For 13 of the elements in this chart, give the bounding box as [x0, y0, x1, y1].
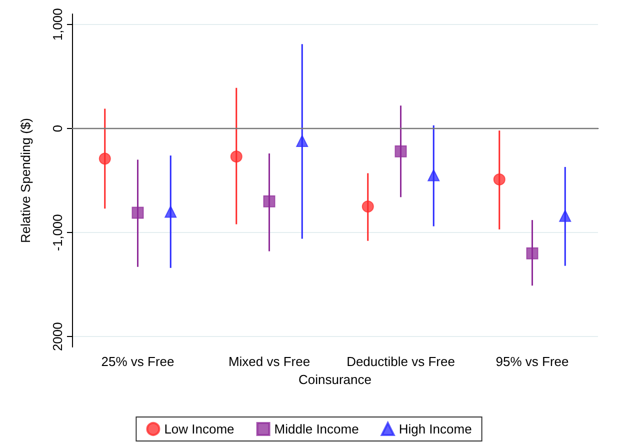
- x-tick-label: 25% vs Free: [101, 354, 174, 369]
- x-tick-label: 95% vs Free: [496, 354, 569, 369]
- y-tick-label: 0: [50, 124, 65, 132]
- x-tick-label: Mixed vs Free: [228, 354, 310, 369]
- y-axis-title: Relative Spending ($): [18, 118, 33, 244]
- legend-label: Middle Income: [274, 422, 359, 436]
- y-tick-label: 2000: [50, 322, 65, 352]
- legend-label: Low Income: [164, 422, 234, 436]
- legend-label: High Income: [398, 422, 472, 436]
- x-tick-label: Deductible vs Free: [346, 354, 455, 369]
- x-axis-title: Coinsurance: [298, 372, 372, 387]
- y-tick-label: -1,000: [50, 214, 65, 251]
- y-tick-label: 1,000: [50, 8, 65, 41]
